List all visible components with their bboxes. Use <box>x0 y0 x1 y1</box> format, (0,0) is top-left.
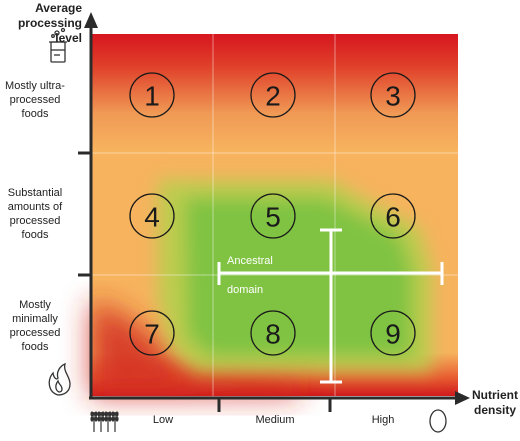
y-axis-title: Average processing level <box>17 1 82 45</box>
axes <box>89 24 460 400</box>
wheat-icon <box>90 411 119 432</box>
row-label-ultra-processed: Mostly ultra-processed foods <box>5 80 65 120</box>
x-axis-arrowhead <box>455 391 470 405</box>
x-axis-title: Nutrient density <box>472 388 518 417</box>
column-label-medium: Medium <box>255 414 295 426</box>
cell-number-4: 4 <box>144 202 160 233</box>
ancestral-label-line2: domain <box>227 284 263 296</box>
green-zone-inner <box>185 198 412 356</box>
cell-circle-1 <box>129 72 175 118</box>
cell-circle-6 <box>370 193 416 239</box>
cell-circle-2 <box>250 72 296 118</box>
cell-number-7: 7 <box>144 319 160 350</box>
axis-ticks <box>78 151 332 412</box>
row-label-processed: Substantial amounts of processed foods <box>7 187 63 241</box>
cell-number-6: 6 <box>385 202 401 233</box>
flame-icon <box>48 362 71 396</box>
column-label-high: High <box>371 414 395 426</box>
egg-icon <box>429 409 447 433</box>
cell-number-5: 5 <box>265 202 281 233</box>
y-axis-arrowhead <box>84 12 98 28</box>
ancestral-label-line1: Ancestral <box>227 255 273 267</box>
cell-number-9: 9 <box>385 319 401 350</box>
ancestral-domain-cross <box>217 228 444 384</box>
cell-circles <box>129 72 416 356</box>
cell-circle-3 <box>370 72 416 118</box>
cell-number-1: 1 <box>144 81 160 112</box>
column-label-low: Low <box>152 414 174 426</box>
grid-lines <box>91 34 458 396</box>
cell-number-2: 2 <box>265 81 281 112</box>
cell-number-3: 3 <box>385 81 401 112</box>
cell-circle-9 <box>370 310 416 356</box>
cell-circle-4 <box>129 193 175 239</box>
row-label-minimally-processed: Mostly minimally processed foods <box>9 299 61 353</box>
lab-beaker-icon <box>49 27 67 63</box>
cell-circle-5 <box>250 193 296 239</box>
cell-circle-8 <box>250 310 296 356</box>
bottom-left-red-zone <box>91 300 300 396</box>
cell-circle-7 <box>129 310 175 356</box>
cell-number-8: 8 <box>265 319 281 350</box>
